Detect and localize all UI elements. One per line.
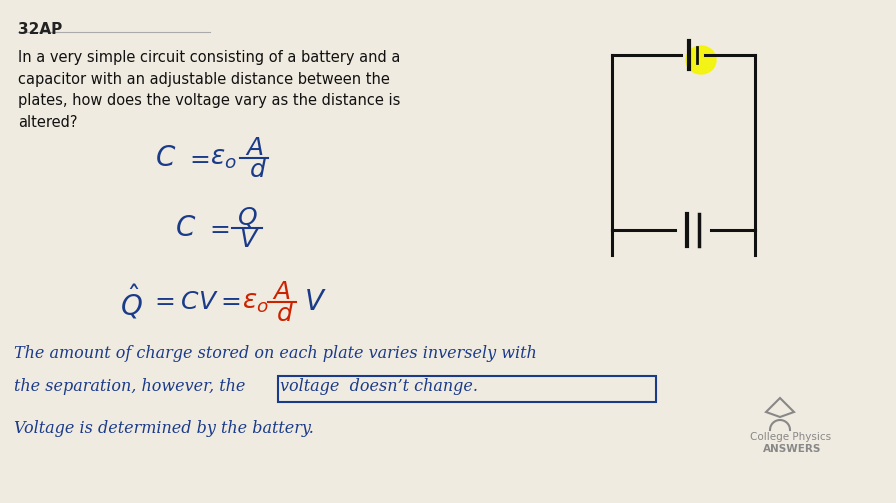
Text: $A$: $A$	[245, 136, 263, 160]
Text: $V$: $V$	[304, 288, 327, 316]
Text: $Q$: $Q$	[237, 206, 258, 230]
Text: $\hat{Q}$: $\hat{Q}$	[120, 283, 142, 321]
Text: $V$: $V$	[239, 228, 260, 252]
Text: 32AP: 32AP	[18, 22, 62, 37]
Text: $= CV =$: $= CV =$	[150, 290, 240, 314]
Text: College Physics: College Physics	[750, 432, 831, 442]
Bar	[278, 376, 656, 402]
Text: The amount of charge stored on each plate varies inversely with: The amount of charge stored on each plat…	[14, 345, 537, 362]
Text: $=$: $=$	[205, 216, 230, 240]
Text: $A$: $A$	[272, 280, 290, 304]
Text: Voltage is determined by the battery.: Voltage is determined by the battery.	[14, 420, 314, 437]
Text: ANSWERS: ANSWERS	[763, 444, 822, 454]
Text: $C$: $C$	[175, 214, 196, 242]
Text: $=$: $=$	[185, 146, 211, 170]
Text: voltage  doesn’t change.: voltage doesn’t change.	[280, 378, 478, 395]
Text: $\varepsilon_o$: $\varepsilon_o$	[242, 289, 269, 315]
Text: In a very simple circuit consisting of a battery and a
capacitor with an adjusta: In a very simple circuit consisting of a…	[18, 50, 401, 130]
Text: $\varepsilon_o$: $\varepsilon_o$	[210, 145, 237, 171]
Text: $d$: $d$	[276, 302, 294, 326]
Text: the separation, however, the: the separation, however, the	[14, 378, 255, 395]
Ellipse shape	[686, 46, 716, 74]
Text: $d$: $d$	[249, 158, 267, 182]
Text: $C$: $C$	[155, 144, 177, 172]
